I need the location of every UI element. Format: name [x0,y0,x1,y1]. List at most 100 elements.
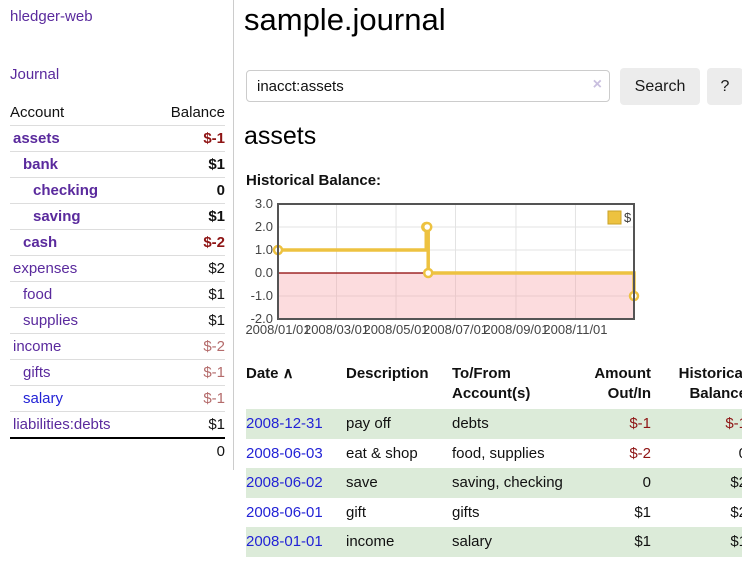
account-link[interactable]: salary [23,390,64,407]
txn-col-header[interactable]: Date ∧ [246,365,294,382]
account-row: liabilities:debts $1 [10,411,225,438]
account-link[interactable]: saving [33,208,81,225]
help-button[interactable]: ? [707,68,742,105]
account-link[interactable]: bank [23,156,59,173]
transaction-date-link[interactable]: 2008-01-01 [246,533,323,550]
account-row: salary $-1 [10,385,225,412]
account-balance: $1 [149,203,225,230]
search-input[interactable] [246,70,610,102]
account-row: income $-2 [10,333,225,360]
transaction-balance: $2 [730,503,742,521]
account-link[interactable]: income [13,338,62,355]
account-link[interactable]: supplies [23,312,79,329]
accounts-table: Account Balance assets $-1 bank $1 checking 0… [10,100,225,464]
transaction-description: pay off [346,409,452,439]
account-balance: 0 [149,177,225,204]
account-link[interactable]: checking [33,182,99,199]
y-tick-label: -2.0 [251,311,273,326]
y-tick-label: 0.0 [255,265,273,280]
transaction-date-link[interactable]: 2008-06-03 [246,444,323,462]
search-row: × Search ? [246,68,742,106]
transaction-date-link[interactable]: 2008-06-02 [246,474,323,491]
transaction-balance: $2 [653,468,742,498]
account-row: saving $1 [10,203,225,230]
account-balance: $2 [149,255,225,282]
account-balance: $-2 [149,333,225,360]
account-link[interactable]: food [23,286,53,303]
accounts-total-row: 0 [10,437,225,464]
account-link[interactable]: assets [13,130,60,147]
plot-border [277,203,635,320]
transaction-accounts: food, supplies [452,444,545,462]
transaction-date-link[interactable]: 2008-06-01 [246,503,323,521]
x-tick-label: 2008/07/01 [423,322,488,337]
txn-col-header: Description [346,365,429,382]
account-row: supplies $1 [10,307,225,334]
account-balance: $1 [149,411,225,438]
page-title: sample.journal [244,2,446,37]
account-row: expenses $2 [10,255,225,282]
account-row: gifts $-1 [10,359,225,386]
transaction-description: gift [346,503,367,521]
transaction-accounts: salary [452,527,566,557]
y-tick-label: 1.0 [255,242,273,257]
account-row: food $1 [10,281,225,308]
transaction-amount: $-2 [629,444,651,462]
account-link[interactable]: gifts [23,364,51,381]
data-point-marker [422,267,434,279]
account-balance: $-2 [149,229,225,256]
y-tick-label: -1.0 [251,288,273,303]
account-balance: $1 [149,281,225,308]
transaction-amount: $1 [566,527,653,557]
accounts-header-account: Account [10,104,65,121]
transaction-amount: $-1 [566,409,653,439]
journal-link[interactable]: Journal [10,66,60,83]
app-brand-link[interactable]: hledger-web [10,8,93,25]
search-button[interactable]: Search [620,68,700,105]
txn-col-header: Amount Out/In [594,365,651,402]
account-heading: assets [244,122,317,150]
legend-swatch [607,210,622,225]
accounts-total-balance: 0 [149,437,225,464]
transaction-description: eat & shop [346,444,418,462]
transaction-balance: 0 [653,439,742,469]
transaction-accounts: debts [452,409,566,439]
transaction-accounts: gifts [452,503,480,521]
x-tick-label: 2008/01/01 [245,322,310,337]
account-balance: $1 [149,151,225,178]
historical-balance-chart[interactable]: $3.0 2.0 1.0 0.0 -1.0 -2.0 2008/01/01 2008/03/0… [244,196,644,343]
sidebar-divider [233,0,234,470]
transaction-amount: 0 [566,468,653,498]
negative-region [278,273,634,319]
account-row: cash $-2 [10,229,225,256]
chart-label: Historical Balance: [246,172,382,189]
accounts-header-row: Account Balance [10,100,225,126]
transaction-accounts: saving, checking [452,468,566,498]
transaction-row: 2008-06-03 eat & shop food, supplies $-20 [246,439,742,469]
x-tick-label: 2008/09/01 [483,322,548,337]
transactions-table: Date ∧ Description To/From Account(s) Amoun… [246,362,742,557]
y-tick-label: 3.0 [255,198,273,211]
transaction-description: income [346,527,452,557]
account-balance: $-1 [149,385,225,412]
sort-ascending-icon: ∧ [278,365,294,382]
transaction-balance: $1 [653,527,742,557]
transaction-date-link[interactable]: 2008-12-31 [246,415,323,432]
clear-search-icon[interactable]: × [592,76,602,93]
y-tick-label: 2.0 [255,219,273,234]
x-tick-label: 2008/05/01 [363,322,428,337]
account-balance: $-1 [149,125,225,152]
account-link[interactable]: liabilities:debts [13,416,111,433]
account-row: bank $1 [10,151,225,178]
account-link[interactable]: cash [23,234,58,251]
account-balance: $-1 [149,359,225,386]
legend-label: $ [624,210,632,225]
search-box: × [246,70,610,102]
txn-col-header: To/From Account(s) [452,365,531,402]
account-link[interactable]: expenses [13,260,78,277]
x-tick-label: 2008/03/01 [304,322,369,337]
accounts-header-balance: Balance [170,104,225,121]
